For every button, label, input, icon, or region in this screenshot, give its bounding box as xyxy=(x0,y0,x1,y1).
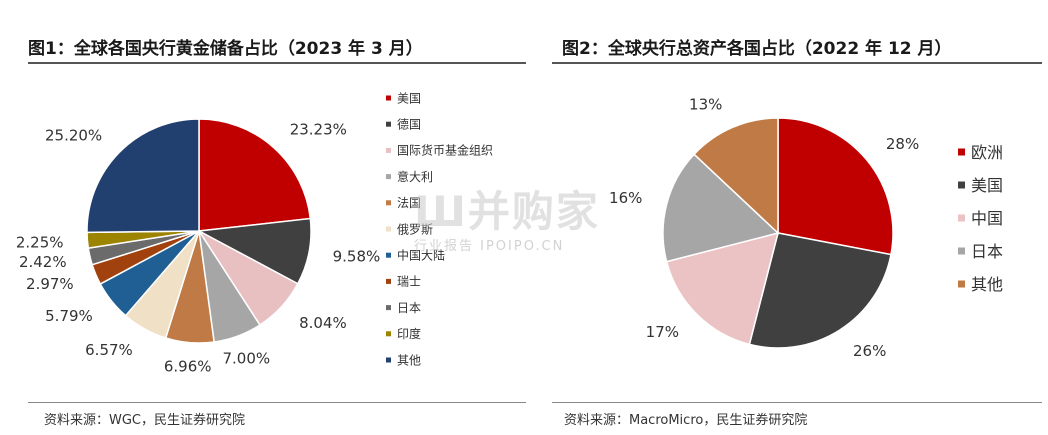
data-label: 5.79% xyxy=(45,307,93,325)
legend-label: 其他 xyxy=(397,353,421,367)
pie-slice xyxy=(777,117,894,256)
legend-label: 瑞士 xyxy=(397,275,421,289)
data-label: 7.00% xyxy=(222,350,270,368)
legend-label: 日本 xyxy=(397,301,421,315)
legend-swatch xyxy=(958,280,965,288)
legend-label: 日本 xyxy=(971,242,1003,261)
title-rule xyxy=(552,62,1042,64)
legend-label: 其他 xyxy=(971,275,1003,294)
source-note: 资料来源：WGC，民生证券研究院 xyxy=(44,413,246,428)
pie-chart-gold-reserves: 23.23% 美国 9.58% 德国 8.04% 国际货币基金组织 7.00% 意大利 6.96… xyxy=(16,91,493,376)
legend-swatch xyxy=(386,252,391,258)
legend-swatch xyxy=(958,148,965,156)
legend-label: 美国 xyxy=(971,176,1003,195)
legend-label: 国际货币基金组织 xyxy=(397,143,493,158)
data-label: 6.96% xyxy=(164,358,212,376)
pie-slice xyxy=(662,153,780,263)
pie-chart-central-bank-assets: 28% 欧洲 26% 美国 17% 中国 16% 日本 13% 其他 xyxy=(609,96,1003,361)
legend-swatch xyxy=(386,95,391,101)
legend-label: 中国 xyxy=(971,209,1003,228)
legend-swatch xyxy=(958,247,965,255)
legend-label: 俄罗斯 xyxy=(397,222,433,236)
legend-swatch xyxy=(386,331,391,337)
pie-slice xyxy=(198,118,312,232)
data-label: 13% xyxy=(689,96,722,114)
legend-swatch xyxy=(386,174,391,180)
legend-swatch xyxy=(386,226,391,232)
legend-swatch xyxy=(958,181,965,189)
legend-swatch xyxy=(958,214,965,222)
data-label: 2.42% xyxy=(19,253,67,271)
source-rule xyxy=(28,402,526,403)
data-label: 23.23% xyxy=(290,121,347,139)
data-label: 8.04% xyxy=(299,314,347,332)
legend-label: 美国 xyxy=(397,91,421,105)
legend-swatch xyxy=(386,278,391,284)
chart-title: 图2：全球央行总资产各国占比（2022 年 12 月） xyxy=(562,39,952,59)
legend-label: 中国大陆 xyxy=(397,248,445,263)
legend-label: 意大利 xyxy=(397,169,433,184)
legend-swatch xyxy=(386,200,391,206)
source-note: 资料来源：MacroMicro，民生证券研究院 xyxy=(564,413,808,428)
data-label: 2.25% xyxy=(16,233,64,251)
data-label: 16% xyxy=(609,189,642,207)
chart-title: 图1：全球各国央行黄金储备占比（2023 年 3 月） xyxy=(28,39,423,59)
legend-label: 印度 xyxy=(397,326,421,341)
data-label: 2.97% xyxy=(26,275,74,293)
chart-panel-central-bank-assets: 图2：全球央行总资产各国占比（2022 年 12 月） 28% 欧洲 26% 美国 17… xyxy=(552,0,1048,435)
chart-panel-gold-reserves: 图1：全球各国央行黄金储备占比（2023 年 3 月） 23.23% 美国 9.58… xyxy=(16,39,526,428)
pie-slice xyxy=(748,232,892,349)
data-label: 17% xyxy=(646,323,679,341)
source-rule xyxy=(552,402,1042,403)
data-label: 9.58% xyxy=(333,248,381,266)
data-label: 26% xyxy=(853,342,886,360)
legend-swatch xyxy=(386,357,391,363)
legend-swatch xyxy=(386,121,391,127)
legend-swatch xyxy=(386,305,391,311)
legend-label: 德国 xyxy=(397,117,421,132)
pie-slice xyxy=(693,117,779,235)
legend-label: 法国 xyxy=(397,196,421,210)
data-label: 6.57% xyxy=(85,341,133,359)
data-label: 28% xyxy=(886,135,919,153)
legend-swatch xyxy=(386,147,391,153)
legend-label: 欧洲 xyxy=(971,143,1003,162)
pie-slice xyxy=(665,231,780,346)
title-rule xyxy=(28,62,526,64)
pie-slice xyxy=(86,118,200,234)
data-label: 25.20% xyxy=(45,126,102,144)
